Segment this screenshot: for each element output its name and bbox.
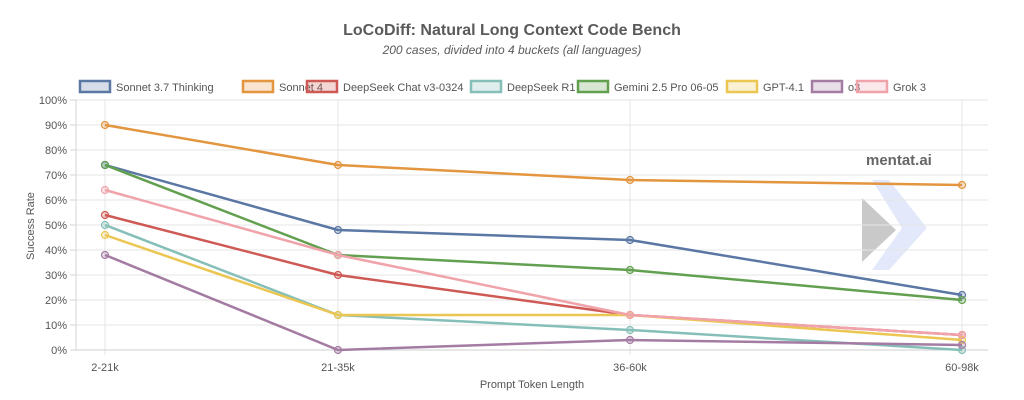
- data-point[interactable]: [957, 295, 967, 305]
- y-tick-label: 30%: [45, 270, 67, 282]
- watermark: mentat.ai: [862, 152, 932, 270]
- legend-swatch: [305, 79, 339, 94]
- data-point[interactable]: [333, 310, 343, 320]
- y-tick-label: 90%: [45, 120, 67, 132]
- y-tick-label: 50%: [45, 220, 67, 232]
- data-point[interactable]: [333, 250, 343, 260]
- legend-label: GPT-4.1: [763, 82, 804, 94]
- legend-swatch: [855, 79, 889, 94]
- series-line: [104, 188, 963, 337]
- data-point[interactable]: [333, 345, 343, 355]
- series-grok-3: [100, 185, 967, 340]
- legend-label: DeepSeek Chat v3-0324: [343, 82, 463, 94]
- data-point[interactable]: [100, 185, 110, 195]
- y-tick-label: 100%: [39, 95, 67, 107]
- data-point[interactable]: [625, 235, 635, 245]
- legend-swatch: [241, 79, 275, 94]
- legend-item[interactable]: DeepSeek Chat v3-0324: [305, 79, 463, 94]
- series-line: [104, 223, 963, 352]
- legend-item[interactable]: Sonnet 3.7 Thinking: [78, 79, 214, 94]
- legend-label: Gemini 2.5 Pro 06-05: [614, 82, 719, 94]
- watermark-text: mentat.ai: [866, 152, 932, 169]
- data-point[interactable]: [333, 160, 343, 170]
- data-point[interactable]: [625, 325, 635, 335]
- legend-item[interactable]: Gemini 2.5 Pro 06-05: [576, 79, 719, 94]
- legend-item[interactable]: Grok 3: [855, 79, 926, 94]
- x-tick-label: 21-35k: [321, 362, 355, 374]
- legend-swatch: [78, 79, 112, 94]
- y-tick-label: 60%: [45, 195, 67, 207]
- data-point[interactable]: [100, 120, 110, 130]
- legend-label: Sonnet 3.7 Thinking: [116, 82, 214, 94]
- y-tick-label: 0%: [51, 345, 67, 357]
- legend: Sonnet 3.7 Thinking Sonnet 4 DeepSeek Chat…: [78, 79, 926, 94]
- series-line: [104, 163, 963, 297]
- series-line: [104, 123, 963, 187]
- data-point[interactable]: [100, 210, 110, 220]
- y-axis-label: Success Rate: [25, 192, 37, 260]
- series-deepseek-r1: [100, 220, 967, 355]
- legend-swatch: [576, 79, 610, 94]
- x-tick-label: 36-60k: [613, 362, 647, 374]
- data-point[interactable]: [625, 265, 635, 275]
- data-point[interactable]: [333, 225, 343, 235]
- data-point[interactable]: [625, 335, 635, 345]
- data-point[interactable]: [957, 330, 967, 340]
- series-lines: [100, 120, 967, 355]
- legend-item[interactable]: DeepSeek R1: [469, 79, 576, 94]
- y-tick-label: 10%: [45, 320, 67, 332]
- legend-swatch: [725, 79, 759, 94]
- data-point[interactable]: [625, 175, 635, 185]
- y-tick-label: 80%: [45, 145, 67, 157]
- x-tick-label: 2-21k: [91, 362, 119, 374]
- data-point[interactable]: [100, 250, 110, 260]
- legend-label: DeepSeek R1: [507, 82, 576, 94]
- x-axis-ticks: 2-21k 21-35k 36-60k 60-98k: [91, 362, 979, 374]
- legend-item[interactable]: o3: [810, 79, 860, 94]
- series-line: [104, 163, 963, 302]
- legend-label: Grok 3: [893, 82, 926, 94]
- grid: [75, 99, 988, 355]
- series-sonnet-4: [100, 120, 967, 190]
- legend-item[interactable]: GPT-4.1: [725, 79, 804, 94]
- data-point[interactable]: [100, 160, 110, 170]
- series-line: [104, 233, 963, 342]
- chart-title: LoCoDiff: Natural Long Context Code Benc…: [343, 22, 681, 39]
- y-tick-label: 70%: [45, 170, 67, 182]
- y-tick-label: 20%: [45, 295, 67, 307]
- data-point[interactable]: [333, 270, 343, 280]
- data-point[interactable]: [957, 180, 967, 190]
- data-point[interactable]: [625, 310, 635, 320]
- x-tick-label: 60-98k: [945, 362, 979, 374]
- legend-swatch: [469, 79, 503, 94]
- chart-subtitle: 200 cases, divided into 4 buckets (all l…: [382, 43, 642, 57]
- y-axis-ticks: 0% 10% 20% 30% 40% 50% 60% 70% 80% 90% 100%: [39, 95, 76, 357]
- data-point[interactable]: [957, 340, 967, 350]
- watermark-arrow-icon: [862, 198, 896, 262]
- data-point[interactable]: [100, 220, 110, 230]
- series-o3: [100, 250, 967, 355]
- data-point[interactable]: [100, 230, 110, 240]
- legend-swatch: [810, 79, 844, 94]
- series-line: [104, 253, 963, 352]
- y-tick-label: 40%: [45, 245, 67, 257]
- series-gemini-2-5-pro-06-05: [100, 160, 967, 305]
- x-axis-label: Prompt Token Length: [480, 379, 584, 391]
